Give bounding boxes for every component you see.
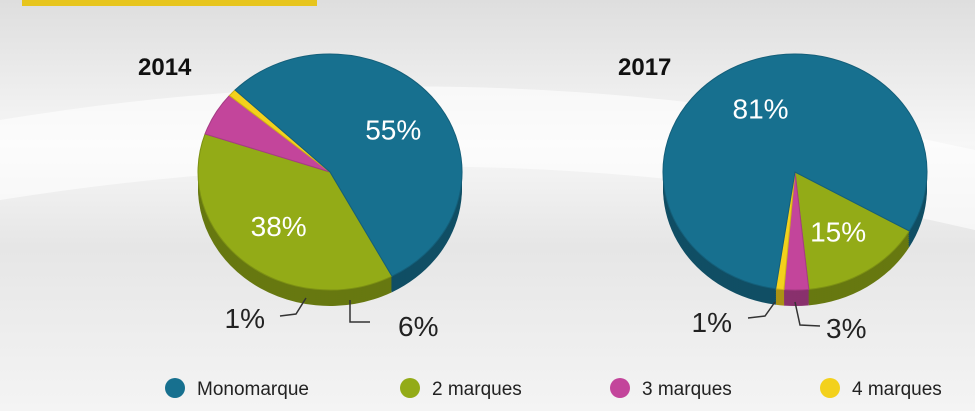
leader-line: [279, 297, 307, 317]
legend-label: 3 marques: [642, 379, 732, 400]
slice: [662, 53, 928, 290]
data-label: 1%: [692, 307, 732, 338]
data-label: 81%: [733, 93, 789, 124]
legend-label: 4 marques: [852, 379, 942, 400]
data-label: 3%: [826, 313, 866, 344]
legend-label: 2 marques: [432, 379, 522, 400]
slice: [234, 53, 463, 277]
chart-title: 2014: [138, 54, 192, 81]
slice: [794, 171, 911, 290]
legend-swatch: [610, 378, 630, 398]
data-label: 1%: [225, 303, 265, 334]
header-band: [22, 0, 317, 6]
legend-label: Monomarque: [197, 379, 309, 400]
legend-swatch: [400, 378, 420, 398]
data-label: 55%: [365, 114, 421, 145]
legend-swatch: [820, 378, 840, 398]
legend-swatch: [165, 378, 185, 398]
data-label: 38%: [251, 211, 307, 242]
chart-title: 2017: [618, 54, 671, 81]
data-label: 15%: [810, 216, 866, 247]
leader-line: [349, 300, 370, 323]
slice: [197, 133, 393, 291]
leader-line: [794, 301, 821, 327]
data-label: 6%: [398, 311, 438, 342]
leader-line: [747, 301, 776, 319]
